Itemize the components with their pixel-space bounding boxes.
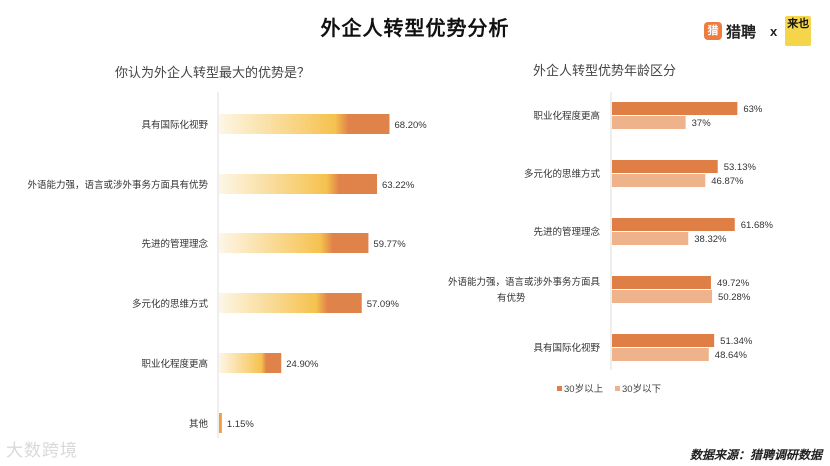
left-value-label: 1.15% xyxy=(227,419,254,430)
right-bar-under30 xyxy=(612,290,713,303)
right-bar-30plus xyxy=(612,160,718,173)
data-source: 数据来源：猎聘调研数据 xyxy=(689,448,822,462)
left-category-label: 多元化的思维方式 xyxy=(132,298,209,310)
right-category-label: 有优势 xyxy=(497,292,526,304)
left-chart-title: 你认为外企人转型最大的优势是？ xyxy=(115,65,311,80)
right-value-label: 49.72% xyxy=(717,278,750,289)
right-value-label: 38.32% xyxy=(694,234,727,245)
left-category-label: 职业化程度更高 xyxy=(141,358,208,370)
brand-separator: x xyxy=(770,23,778,39)
right-value-label: 48.64% xyxy=(715,350,748,361)
left-bar-chart: 具有国际化视野 68.20% 外语能力强，语言或涉外事务方面具有优势 63.22% 先进… xyxy=(27,114,427,433)
page-title: 外企人转型优势分析 xyxy=(320,18,510,40)
right-category-label: 具有国际化视野 xyxy=(533,342,600,354)
right-bar-chart: 职业化程度更高 63% 37% 多元化的思维方式 53.13% 46.87% 先进的管理理念… xyxy=(448,102,774,361)
right-bar-under30 xyxy=(612,174,706,187)
right-category-label: 职业化程度更高 xyxy=(533,110,600,122)
right-category-label: 外语能力强，语言或涉外事务方面具 xyxy=(448,276,601,288)
watermark: 大数跨境 xyxy=(6,441,78,460)
right-category-label: 多元化的思维方式 xyxy=(524,168,601,180)
legend-swatch xyxy=(557,386,562,391)
right-bar-30plus xyxy=(612,334,715,347)
right-value-label: 53.13% xyxy=(724,162,757,173)
left-value-label: 24.90% xyxy=(286,359,319,370)
right-value-label: 50.28% xyxy=(718,292,751,303)
left-value-label: 57.09% xyxy=(367,299,400,310)
left-category-label: 其他 xyxy=(189,418,209,430)
right-value-label: 51.34% xyxy=(720,336,753,347)
right-chart-legend: 30岁以上 30岁以下 xyxy=(557,383,661,395)
legend-label: 30岁以下 xyxy=(622,383,661,395)
left-bar xyxy=(219,413,222,433)
liepin-logo-icon: 猎 xyxy=(704,22,722,40)
legend-label: 30岁以上 xyxy=(564,383,604,395)
left-category-label: 外语能力强，语言或涉外事务方面具有优势 xyxy=(27,179,208,191)
legend-swatch xyxy=(615,386,620,391)
left-value-label: 59.77% xyxy=(373,239,406,250)
left-bar xyxy=(219,233,369,253)
partner-logo-icon: 来也 xyxy=(785,16,812,46)
left-bar xyxy=(219,293,362,313)
right-bar-under30 xyxy=(612,116,686,129)
left-bar xyxy=(219,353,282,373)
right-bar-30plus xyxy=(612,218,735,231)
left-bar xyxy=(219,114,390,134)
right-value-label: 46.87% xyxy=(711,176,744,187)
brand-area: 猎 猎聘 x 来也 xyxy=(704,16,812,46)
left-value-label: 68.20% xyxy=(395,120,428,131)
right-bar-30plus xyxy=(612,276,711,289)
right-value-label: 61.68% xyxy=(741,220,774,231)
right-bar-under30 xyxy=(612,348,709,361)
left-bar xyxy=(219,174,378,194)
left-value-label: 63.22% xyxy=(382,180,415,191)
left-category-label: 具有国际化视野 xyxy=(141,119,208,131)
right-chart-title: 外企人转型优势年龄区分 xyxy=(533,63,677,78)
brand-name: 猎聘 xyxy=(726,23,757,41)
right-value-label: 63% xyxy=(743,104,763,115)
right-bar-30plus xyxy=(612,102,738,115)
right-bar-under30 xyxy=(612,232,689,245)
right-category-label: 先进的管理理念 xyxy=(533,226,600,238)
left-category-label: 先进的管理理念 xyxy=(141,238,208,250)
right-value-label: 37% xyxy=(692,118,712,129)
